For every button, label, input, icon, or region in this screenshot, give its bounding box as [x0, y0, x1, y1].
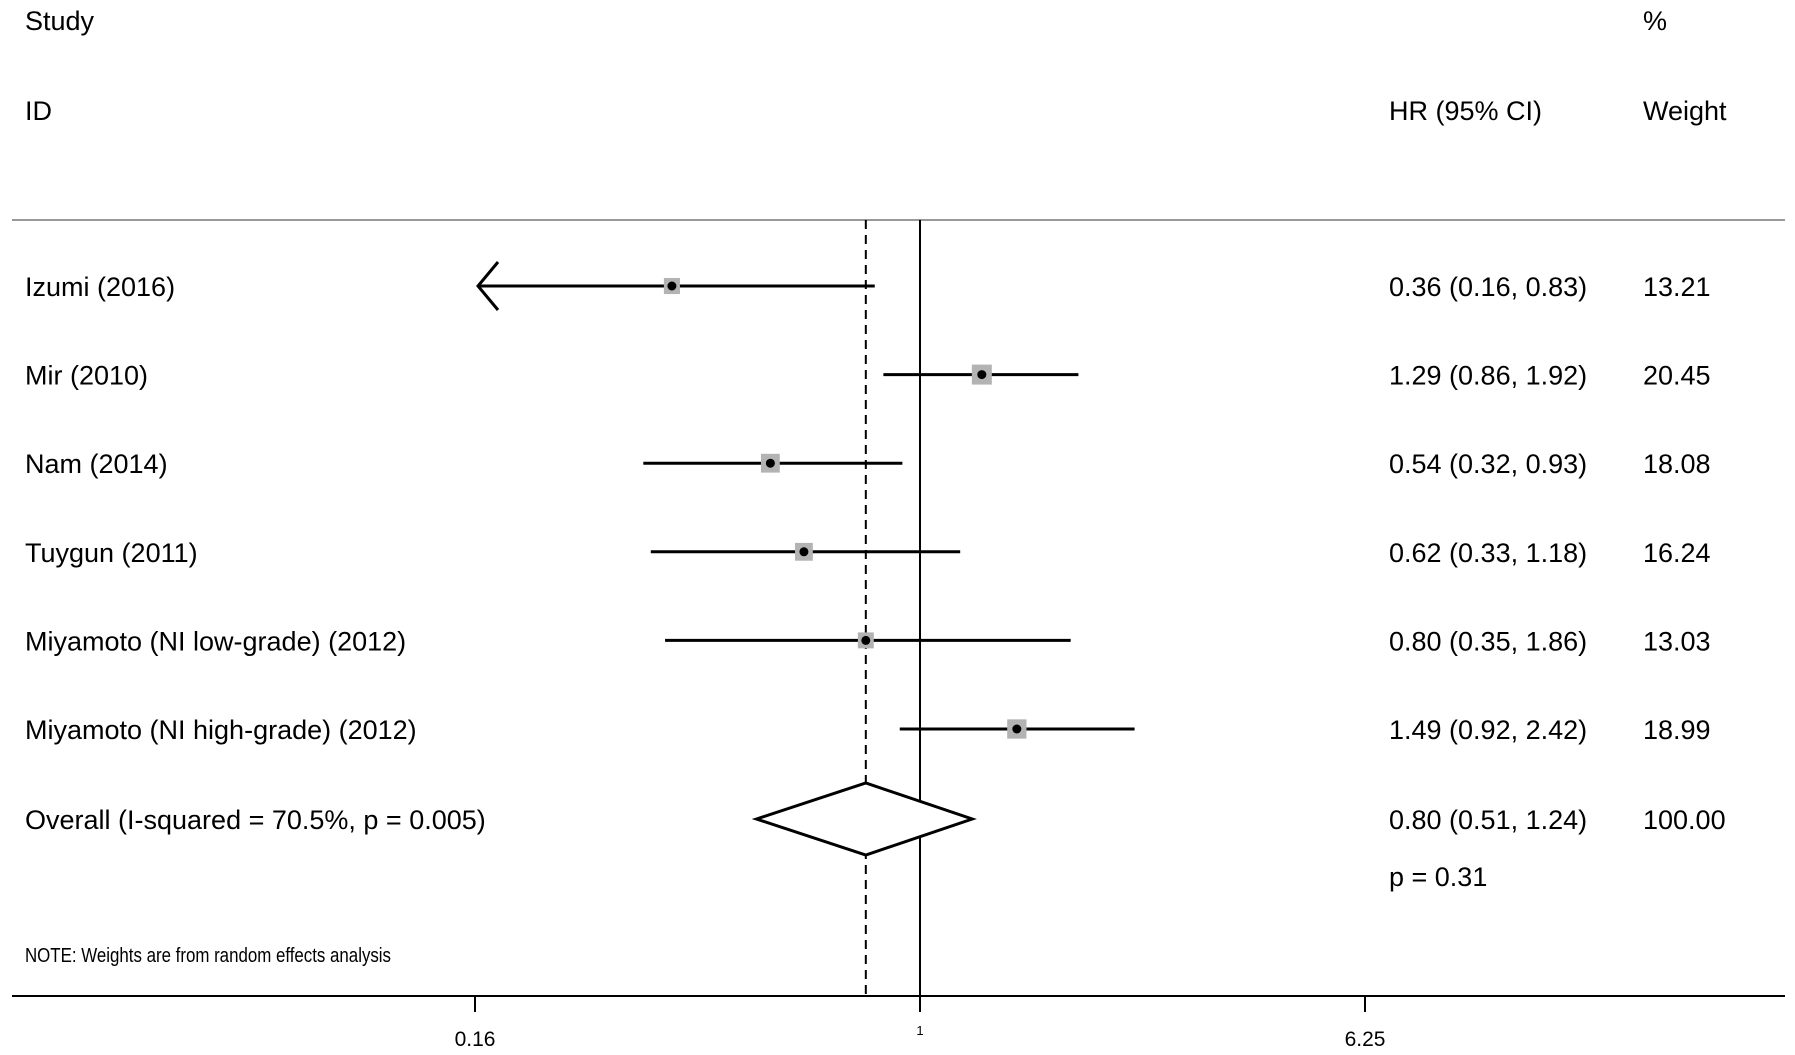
point-estimate	[1012, 724, 1022, 734]
overall-p-value: p = 0.31	[1389, 862, 1487, 892]
study-label: Miyamoto (NI low-grade) (2012)	[25, 626, 406, 656]
point-estimate	[765, 458, 775, 468]
point-estimate	[861, 635, 871, 645]
study-label: Mir (2010)	[25, 361, 148, 391]
study-label: Izumi (2016)	[25, 272, 175, 302]
study-estimate: 0.80 (0.35, 1.86)	[1389, 626, 1587, 656]
study-weight: 13.21	[1643, 272, 1711, 302]
study-estimate: 1.29 (0.86, 1.92)	[1389, 361, 1587, 391]
x-tick-label: 0.16	[455, 1028, 496, 1051]
overall-diamond	[751, 781, 977, 857]
study-rows: Izumi (2016) 0.36 (0.16, 0.83) 13.21 Mir (2…	[25, 272, 1711, 745]
study-label: Tuygun (2011)	[25, 538, 198, 568]
study-weight: 20.45	[1643, 361, 1711, 391]
plot-marks	[476, 220, 1135, 996]
study-estimate: 0.62 (0.33, 1.18)	[1389, 538, 1587, 568]
header-weight: Weight	[1643, 96, 1727, 126]
study-weight: 18.99	[1643, 715, 1711, 745]
study-weight: 13.03	[1643, 626, 1711, 656]
point-estimate	[977, 370, 987, 380]
header-study: Study	[25, 6, 95, 36]
study-label: Nam (2014)	[25, 449, 168, 479]
study-estimate: 0.54 (0.32, 0.93)	[1389, 449, 1587, 479]
study-weight: 16.24	[1643, 538, 1711, 568]
study-weight: 18.08	[1643, 449, 1711, 479]
header-estimate: HR (95% CI)	[1389, 96, 1542, 126]
study-label: Miyamoto (NI high-grade) (2012)	[25, 715, 417, 745]
ci-clipped-arrow	[476, 261, 500, 311]
overall-estimate: 0.80 (0.51, 1.24)	[1389, 805, 1587, 835]
overall-label: Overall (I-squared = 70.5%, p = 0.005)	[25, 805, 486, 835]
x-tick-label: 6.25	[1345, 1028, 1386, 1051]
x-axis-ticks: 0.16 1 6.25	[455, 996, 1386, 1051]
study-estimate: 1.49 (0.92, 2.42)	[1389, 715, 1587, 745]
weights-note: NOTE: Weights are from random effects an…	[25, 945, 391, 967]
overall-weight: 100.00	[1643, 805, 1726, 835]
study-estimate: 0.36 (0.16, 0.83)	[1389, 272, 1587, 302]
header-id: ID	[25, 96, 52, 126]
point-estimate	[799, 547, 809, 557]
point-estimate	[667, 281, 677, 291]
header-weight-percent: %	[1643, 6, 1667, 36]
x-tick-label: 1	[916, 1023, 923, 1038]
